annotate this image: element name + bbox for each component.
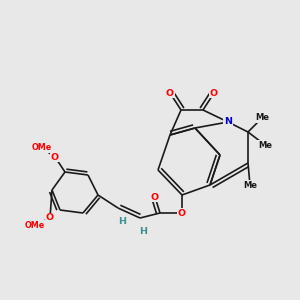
Text: O: O (46, 214, 54, 223)
Text: Me: Me (258, 140, 272, 149)
Text: Me: Me (243, 181, 257, 190)
Text: N: N (224, 118, 232, 127)
Text: Me: Me (255, 113, 269, 122)
Text: H: H (139, 226, 147, 236)
Text: O: O (210, 88, 218, 98)
Text: O: O (166, 88, 174, 98)
Text: O: O (51, 152, 59, 161)
Text: H: H (118, 218, 126, 226)
Text: O: O (151, 193, 159, 202)
Text: OMe: OMe (32, 143, 52, 152)
Text: OMe: OMe (25, 220, 45, 230)
Text: O: O (178, 208, 186, 217)
